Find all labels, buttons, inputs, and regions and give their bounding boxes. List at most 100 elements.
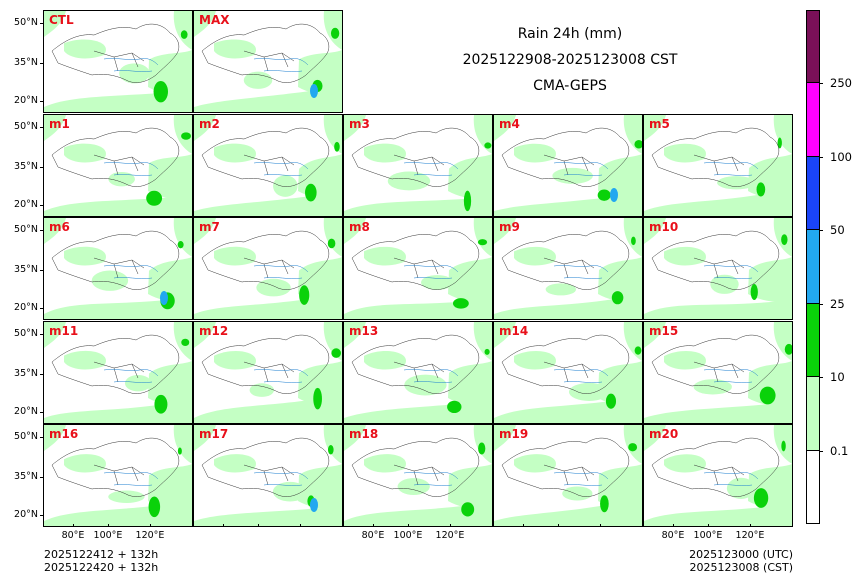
map-panel-max: MAX — [193, 10, 343, 113]
map-panel-m18: m18 — [343, 424, 493, 527]
colorbar-label: 25 — [830, 296, 845, 311]
footer-valid-utc: 2025123000 (UTC) — [689, 548, 793, 561]
lon-label: 100°E — [393, 530, 423, 541]
map-panel-m7: m7 — [193, 217, 343, 320]
map-panel-m3: m3 — [343, 113, 493, 217]
colorbar-segment — [806, 303, 820, 378]
lon-label: 80°E — [61, 530, 85, 541]
lon-tick — [408, 524, 409, 527]
panel-label-m12: m12 — [199, 323, 229, 338]
panel-label-m9: m9 — [499, 220, 520, 234]
lat-label: 50°N — [14, 17, 38, 28]
chart-model: CMA-GEPS — [533, 78, 607, 94]
colorbar-segment — [806, 450, 820, 524]
lat-label: 50°N — [14, 120, 38, 132]
lat-label: 20°N — [14, 95, 38, 106]
lon-tick — [450, 524, 451, 527]
map-panel-m6: m6 — [43, 217, 193, 320]
map-panel-m10: m10 — [643, 217, 793, 320]
map-panel-m2: m2 — [193, 113, 343, 217]
lat-tick — [40, 308, 43, 309]
footer-valid-times: 2025123000 (UTC) 2025123008 (CST) — [689, 548, 793, 574]
panel-label-m2: m2 — [199, 116, 220, 131]
panel-label-m6: m6 — [49, 220, 70, 234]
lat-tick — [40, 477, 43, 478]
lat-tick — [40, 166, 43, 168]
panel-label-m4: m4 — [499, 116, 520, 131]
panel-label-m14: m14 — [499, 323, 529, 338]
colorbar-tick — [820, 303, 823, 305]
lon-tick — [673, 524, 674, 527]
panel-label-m3: m3 — [349, 116, 370, 131]
colorbar-tick — [820, 156, 823, 158]
lat-label: 50°N — [14, 431, 38, 442]
map-panel-m20: m20 — [643, 424, 793, 527]
map-panel-m15: m15 — [643, 320, 793, 424]
lon-label: 120°E — [135, 530, 165, 541]
lat-tick — [40, 63, 43, 64]
lat-tick — [40, 411, 43, 413]
lat-label: 20°N — [14, 302, 38, 313]
panel-label-m17: m17 — [199, 427, 229, 441]
colorbar-segment — [806, 10, 820, 84]
lon-tick — [373, 524, 374, 527]
panel-label-m8: m8 — [349, 220, 370, 234]
map-panel-m12: m12 — [193, 320, 343, 424]
lon-tick — [708, 524, 709, 527]
footer-init-times: 2025122412 + 132h 2025122420 + 132h — [44, 548, 158, 574]
colorbar-tick — [820, 377, 823, 379]
colorbar-label: 50 — [830, 223, 845, 238]
map-panel-m11: m11 — [43, 320, 193, 424]
lat-label: 50°N — [14, 327, 38, 339]
colorbar-segment — [806, 156, 820, 231]
panel-label-m7: m7 — [199, 220, 220, 234]
lon-tick — [258, 524, 259, 527]
chart-period: 2025122908-2025123008 CST — [462, 52, 678, 68]
colorbar-segment — [806, 377, 820, 451]
panel-label-m13: m13 — [349, 323, 379, 338]
footer-valid-cst: 2025123008 (CST) — [689, 561, 793, 574]
lon-label: 120°E — [435, 530, 465, 541]
lat-label: 35°N — [14, 160, 38, 172]
lon-tick — [150, 524, 151, 527]
map-panel-m5: m5 — [643, 113, 793, 217]
colorbar-label: 0.1 — [830, 443, 849, 458]
map-panel-m13: m13 — [343, 320, 493, 424]
lat-tick — [40, 204, 43, 206]
colorbar-label: 250 — [830, 76, 852, 91]
lon-label: 100°E — [693, 530, 723, 541]
lat-label: 35°N — [14, 471, 38, 482]
lat-label: 35°N — [14, 57, 38, 68]
lat-tick — [40, 333, 43, 335]
lat-label: 35°N — [14, 367, 38, 379]
lat-label: 20°N — [14, 198, 38, 210]
map-panel-m9: m9 — [493, 217, 643, 320]
panel-label-m1: m1 — [49, 116, 70, 131]
lon-tick — [750, 524, 751, 527]
map-panel-m19: m19 — [493, 424, 643, 527]
footer-init-1: 2025122412 + 132h — [44, 548, 159, 561]
colorbar-tick — [820, 230, 823, 232]
lon-tick — [523, 524, 524, 527]
colorbar-segment — [806, 230, 820, 304]
lat-tick — [40, 101, 43, 102]
lon-tick — [108, 524, 109, 527]
lat-tick — [40, 515, 43, 516]
lat-label: 35°N — [14, 264, 38, 275]
lat-tick — [40, 437, 43, 438]
lat-tick — [40, 126, 43, 128]
lat-tick — [40, 270, 43, 271]
lat-tick — [40, 230, 43, 231]
lon-label: 80°E — [361, 530, 385, 541]
panel-label-m20: m20 — [649, 427, 679, 441]
panel-label-m16: m16 — [49, 427, 79, 441]
panel-label-max: MAX — [199, 13, 230, 27]
map-panel-m17: m17 — [193, 424, 343, 527]
map-panel-m16: m16 — [43, 424, 193, 527]
lon-tick — [558, 524, 559, 527]
colorbar-tick — [820, 450, 823, 452]
colorbar-label: 10 — [830, 370, 845, 385]
lon-label: 100°E — [93, 530, 123, 541]
colorbar-label: 100 — [830, 149, 852, 164]
